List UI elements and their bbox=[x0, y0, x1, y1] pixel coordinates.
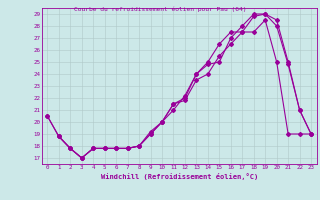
Text: Courbe du refroidissement éolien pour Pau (64): Courbe du refroidissement éolien pour Pa… bbox=[74, 6, 246, 11]
X-axis label: Windchill (Refroidissement éolien,°C): Windchill (Refroidissement éolien,°C) bbox=[100, 173, 258, 180]
